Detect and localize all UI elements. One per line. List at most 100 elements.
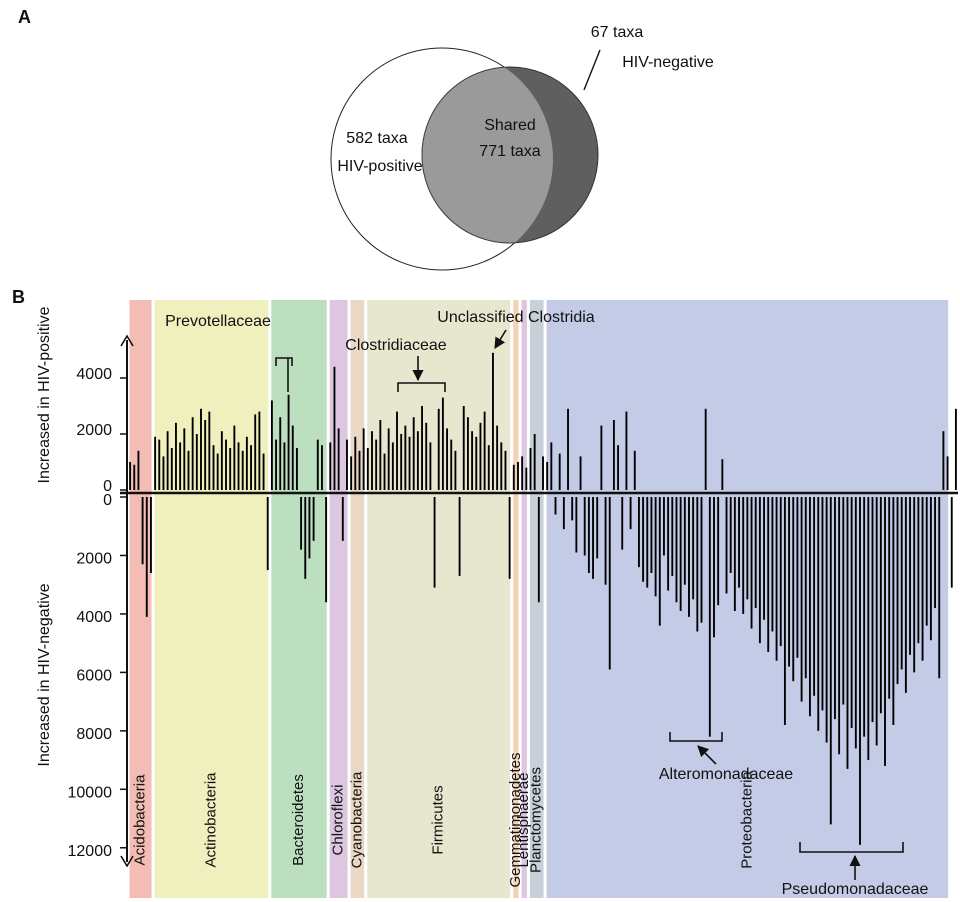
bar	[829, 497, 832, 825]
bar	[496, 425, 499, 490]
venn-shared-label: 771 taxa	[479, 143, 540, 160]
bar	[533, 434, 536, 490]
bar	[229, 448, 232, 490]
bar	[600, 425, 603, 490]
bar	[946, 456, 949, 490]
y2-axis-label: Increased in HIV-negative	[36, 583, 53, 766]
bar	[437, 408, 440, 490]
bar	[642, 497, 645, 582]
bar	[779, 497, 782, 647]
bar	[195, 434, 198, 490]
bar	[412, 417, 415, 490]
bar	[254, 414, 257, 490]
bar	[788, 497, 791, 667]
bar	[637, 497, 640, 568]
phylum-label: Chloroflexi	[330, 785, 347, 856]
bar	[679, 497, 682, 611]
bar	[175, 422, 177, 490]
annotation-bracket	[799, 842, 904, 853]
bar	[938, 497, 941, 679]
bar	[187, 450, 190, 490]
bar	[483, 411, 486, 490]
bar	[571, 497, 574, 521]
bar	[808, 497, 811, 717]
venn-shared-name: Shared	[484, 117, 536, 134]
bar	[383, 453, 386, 490]
bar	[479, 422, 482, 490]
bar	[579, 456, 582, 490]
bar	[754, 497, 757, 609]
bar	[304, 497, 307, 579]
bar	[608, 497, 611, 670]
bar	[150, 497, 152, 573]
bar	[508, 497, 511, 579]
bar	[667, 497, 670, 591]
bar	[567, 408, 569, 490]
bar	[471, 431, 474, 490]
bar	[450, 439, 453, 490]
phylum-band	[129, 300, 152, 898]
bar	[909, 497, 911, 655]
bar	[408, 436, 411, 490]
annotation: Prevotellaceae	[165, 313, 271, 330]
bar	[441, 397, 444, 490]
bar	[646, 497, 649, 588]
bar	[796, 497, 799, 658]
bar	[346, 439, 348, 490]
bar	[350, 456, 353, 490]
bar	[521, 456, 524, 490]
y2-tick-label: 2000	[76, 551, 112, 568]
y2-tick-label: 8000	[76, 726, 112, 743]
annotation: Unclassified Clostridia	[437, 309, 594, 326]
bar	[704, 408, 707, 490]
bar	[233, 425, 236, 490]
bar	[575, 497, 578, 553]
phylum-label: Bacteroidetes	[290, 774, 307, 866]
bar	[312, 497, 315, 541]
bar	[767, 497, 770, 652]
bar	[629, 497, 632, 530]
bar	[166, 431, 169, 490]
bar	[141, 497, 144, 565]
bar	[854, 497, 857, 749]
bar	[337, 428, 340, 490]
bar	[179, 442, 182, 490]
bar	[287, 394, 290, 490]
bar	[871, 497, 874, 723]
annotation-arrow	[697, 745, 717, 765]
bar	[241, 450, 244, 490]
bar	[738, 497, 740, 588]
bar	[250, 445, 252, 490]
bar	[804, 497, 807, 679]
bar	[237, 442, 240, 490]
bar	[404, 425, 407, 490]
bar	[592, 497, 594, 579]
bar	[842, 497, 845, 705]
bar	[950, 497, 953, 588]
bar	[729, 497, 732, 573]
bar	[904, 497, 907, 693]
bar	[204, 420, 207, 490]
phylum-band	[521, 300, 527, 898]
bar	[800, 497, 803, 702]
bar	[771, 497, 774, 632]
bar	[266, 497, 269, 571]
y-tick-label: 4000	[76, 366, 112, 383]
bar	[633, 450, 636, 490]
bar	[492, 352, 494, 490]
bar	[825, 497, 828, 743]
bar	[429, 442, 432, 490]
phylum-label: Cyanobacteria	[348, 771, 365, 868]
bar	[713, 497, 715, 638]
bar	[421, 406, 423, 490]
bar	[733, 497, 736, 611]
bar	[775, 497, 778, 661]
bar	[850, 497, 853, 728]
annotation: Clostridiaceae	[345, 337, 446, 354]
bar	[291, 425, 294, 490]
y-tick-label: 0	[103, 478, 112, 495]
bar	[750, 497, 753, 629]
bar	[929, 497, 932, 641]
annotation: Alteromonadaceae	[659, 766, 793, 783]
bar	[934, 497, 936, 609]
